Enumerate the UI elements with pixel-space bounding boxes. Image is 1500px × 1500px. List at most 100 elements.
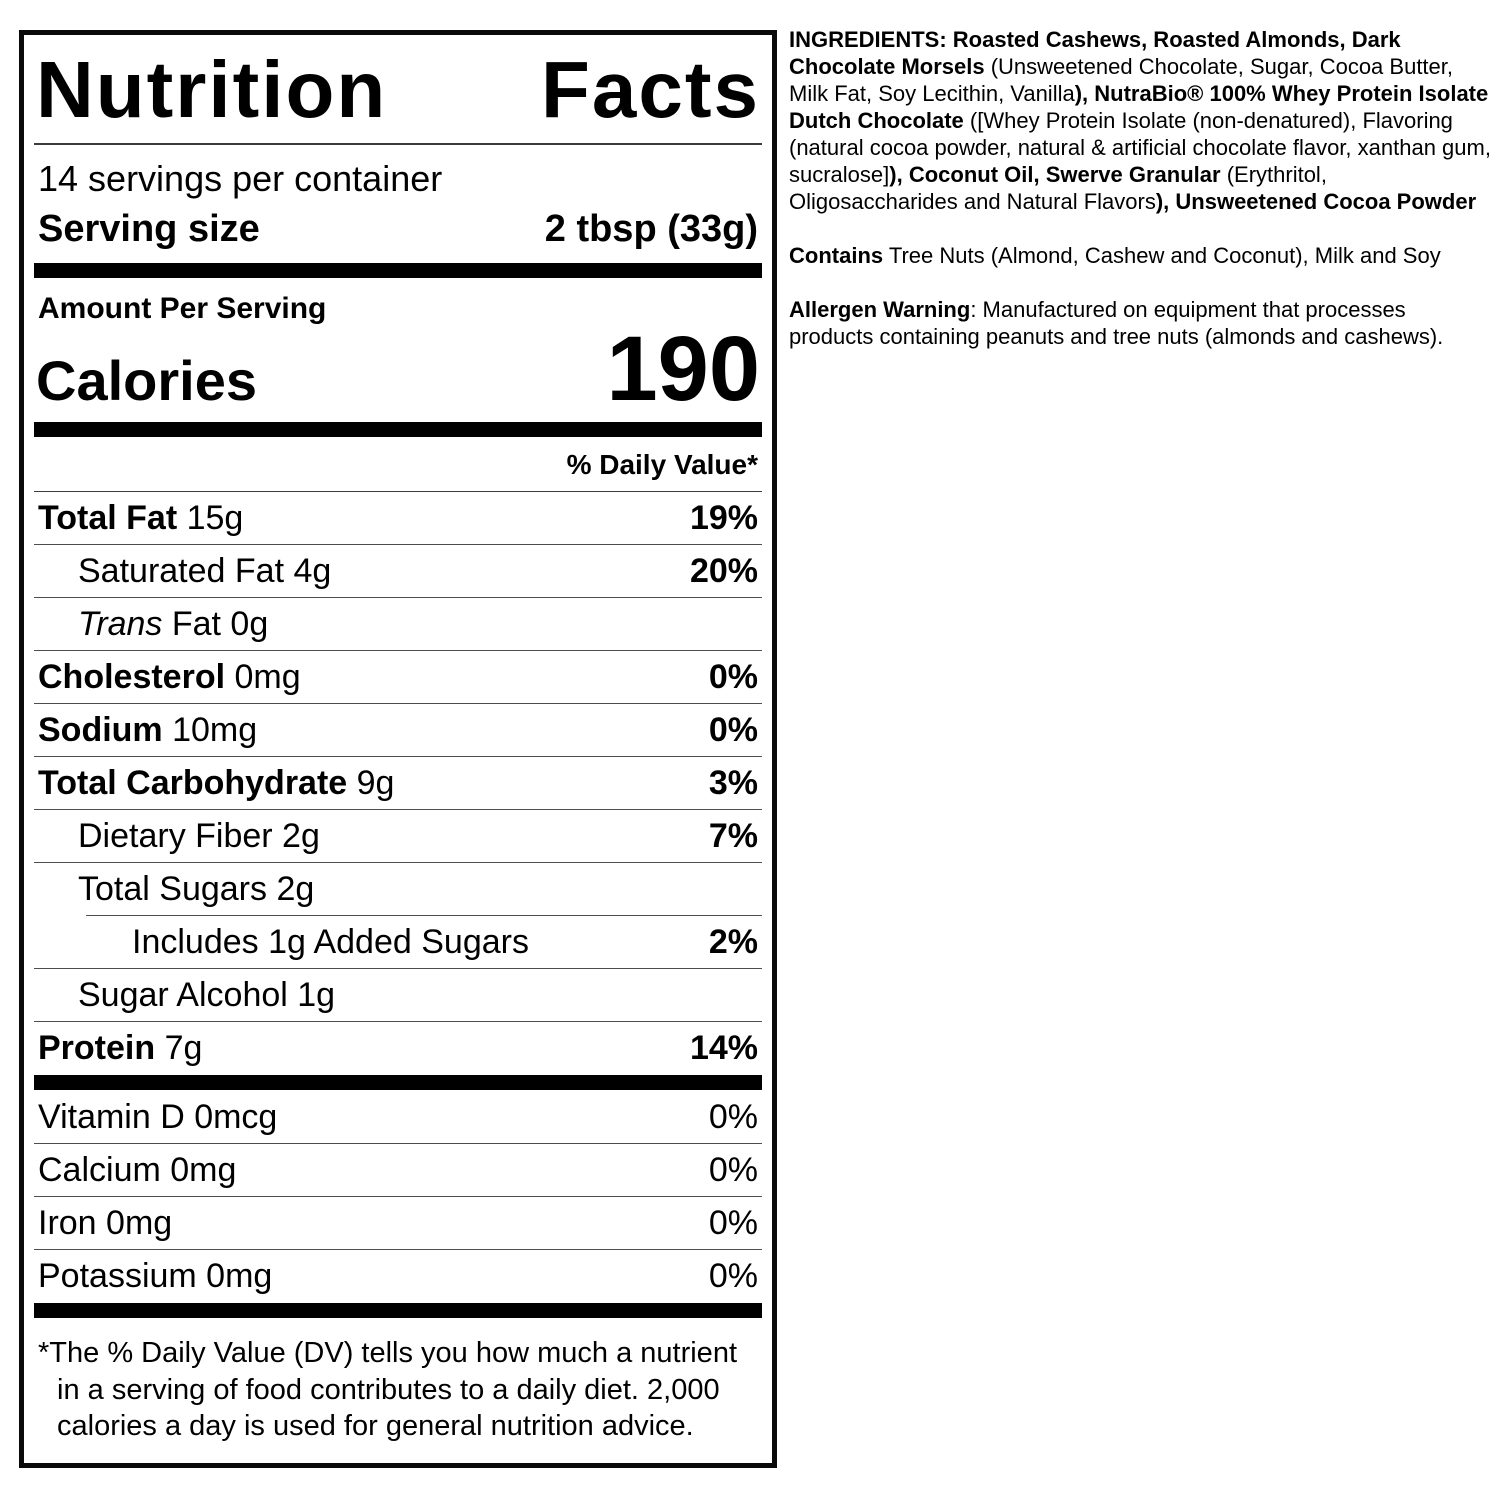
text-segment: Protein <box>38 1028 156 1067</box>
nutrient-name: Calcium 0mg <box>38 1151 709 1190</box>
nutrient-percent: 2% <box>708 922 758 961</box>
nutrient-percent: 0% <box>708 1256 758 1295</box>
nutrient-row: Total Carbohydrate 9g 3% <box>34 757 762 809</box>
divider <box>86 914 762 916</box>
divider <box>34 1248 762 1250</box>
nutrient-name: Sugar Alcohol 1g <box>78 976 758 1015</box>
text-segment: Sugar Alcohol 1g <box>78 975 336 1014</box>
text-segment: Allergen Warning <box>789 297 971 322</box>
divider <box>34 808 762 810</box>
nutrient-row: Trans Fat 0g <box>34 598 762 650</box>
footnote: *The % Daily Value (DV) tells you how mu… <box>34 1319 762 1449</box>
text-segment: Tree Nuts (Almond, Cashew and Coconut), … <box>883 243 1441 268</box>
thick-divider <box>34 263 762 279</box>
serving-size-label: Serving size <box>38 208 260 251</box>
text-segment: Trans <box>78 604 163 643</box>
calories-value: 190 <box>606 318 761 421</box>
ingredients-panel: INGREDIENTS: Roasted Cashews, Roasted Al… <box>789 26 1494 377</box>
divider <box>34 702 762 704</box>
nutrient-name: Sodium 10mg <box>38 711 709 750</box>
nutrient-row: Saturated Fat 4g 20% <box>34 545 762 597</box>
nutrient-row: Vitamin D 0mcg 0% <box>34 1091 762 1143</box>
text-segment: Saturated Fat 4g <box>78 551 332 590</box>
serving-size-value: 2 tbsp (33g) <box>544 208 758 251</box>
footnote-asterisk: * <box>38 1336 50 1369</box>
divider <box>34 543 762 545</box>
nutrient-percent: 0% <box>708 1150 758 1189</box>
text-segment: 9g <box>347 763 395 802</box>
thick-divider <box>34 421 762 437</box>
nutrient-percent: 14% <box>689 1028 758 1067</box>
thick-divider <box>34 1302 762 1318</box>
divider <box>34 1195 762 1197</box>
divider <box>34 1020 762 1022</box>
text-segment: Sodium <box>38 710 163 749</box>
text-segment: Cholesterol <box>38 657 226 696</box>
ingredients-paragraph: INGREDIENTS: Roasted Cashews, Roasted Al… <box>789 26 1494 215</box>
text-segment: Vitamin D 0mcg <box>38 1097 278 1136</box>
text-segment: (Unsweetened Chocolate, Sugar, Cocoa But… <box>789 54 1454 106</box>
nutrient-name: Protein 7g <box>38 1029 690 1068</box>
daily-value-header: % Daily Value* <box>34 437 762 492</box>
contains-statement: Contains Tree Nuts (Almond, Cashew and C… <box>789 242 1494 269</box>
nutrient-percent: 3% <box>708 763 758 802</box>
calories-label: Calories <box>36 349 257 413</box>
nutrient-rows-container: Total Fat 15g 19% Saturated Fat 4g 20% Trans… <box>34 492 762 1318</box>
nutrient-name: Trans Fat 0g <box>78 605 758 644</box>
text-segment: Dietary Fiber 2g <box>78 816 320 855</box>
nutrient-row: Potassium 0mg 0% <box>34 1250 762 1302</box>
nutrient-percent: 19% <box>689 498 758 537</box>
nutrient-percent: 0% <box>708 657 758 696</box>
nutrient-percent: 0% <box>708 1203 758 1242</box>
text-segment: 7g <box>155 1028 203 1067</box>
servings-per-container: 14 servings per container <box>38 158 443 200</box>
serving-size-row: Serving size 2 tbsp (33g) <box>34 202 762 263</box>
divider <box>34 1142 762 1144</box>
divider <box>34 967 762 969</box>
calories-row: Calories 190 <box>34 318 762 421</box>
nutrient-row: Sugar Alcohol 1g <box>34 969 762 1021</box>
divider <box>34 649 762 651</box>
nutrient-name: Vitamin D 0mcg <box>38 1098 709 1137</box>
text-segment: Total Carbohydrate <box>38 763 348 802</box>
nutrient-row: Sodium 10mg 0% <box>34 704 762 756</box>
nutrient-row: Cholesterol 0mg 0% <box>34 651 762 703</box>
text-segment: 0mg <box>225 657 301 696</box>
text-segment: Potassium 0mg <box>38 1256 273 1295</box>
nutrient-name: Total Carbohydrate 9g <box>38 764 709 803</box>
nutrient-row: Total Fat 15g 19% <box>34 492 762 544</box>
nutrient-name: Includes 1g Added Sugars <box>132 923 709 962</box>
amount-per-serving-label: Amount Per Serving <box>38 292 327 326</box>
nutrient-percent: 7% <box>708 816 758 855</box>
text-segment: ), Coconut Oil, Swerve Granular <box>889 162 1221 187</box>
text-segment: Fat 0g <box>162 604 269 643</box>
nutrient-name: Total Sugars 2g <box>78 870 758 909</box>
title-divider <box>34 143 762 146</box>
nutrient-name: Saturated Fat 4g <box>78 552 690 591</box>
text-segment: Total Sugars 2g <box>78 869 315 908</box>
label-title: Nutrition Facts <box>36 45 760 134</box>
thick-divider <box>34 1074 762 1090</box>
text-segment: ([Whey Protein Isolate (non-denatured), … <box>789 108 1491 187</box>
nutrient-name: Dietary Fiber 2g <box>78 817 709 856</box>
text-segment: : Manufactured on equipment that process… <box>789 297 1444 349</box>
nutrient-row: Includes 1g Added Sugars 2% <box>34 916 762 968</box>
text-segment: INGREDIENTS: Roasted Cashews, Roasted Al… <box>789 27 1401 79</box>
nutrient-name: Total Fat 15g <box>38 499 690 538</box>
nutrient-name: Cholesterol 0mg <box>38 658 709 697</box>
text-segment: Includes 1g Added Sugars <box>132 922 529 961</box>
divider <box>34 861 762 863</box>
nutrient-percent: 0% <box>708 1097 758 1136</box>
allergen-warning: Allergen Warning: Manufactured on equipm… <box>789 296 1494 350</box>
nutrient-percent: 0% <box>708 710 758 749</box>
nutrient-name: Potassium 0mg <box>38 1257 709 1296</box>
nutrient-percent: 20% <box>689 551 758 590</box>
text-segment: ), NutraBio® 100% Whey Protein Isolate D… <box>789 81 1489 133</box>
text-segment: Total Fat <box>38 498 178 537</box>
footnote-text: *The % Daily Value (DV) tells you how mu… <box>38 1336 737 1443</box>
nutrient-name: Iron 0mg <box>38 1204 709 1243</box>
nutrient-row: Dietary Fiber 2g 7% <box>34 810 762 862</box>
text-segment: Contains <box>789 243 884 268</box>
nutrient-row: Calcium 0mg 0% <box>34 1144 762 1196</box>
